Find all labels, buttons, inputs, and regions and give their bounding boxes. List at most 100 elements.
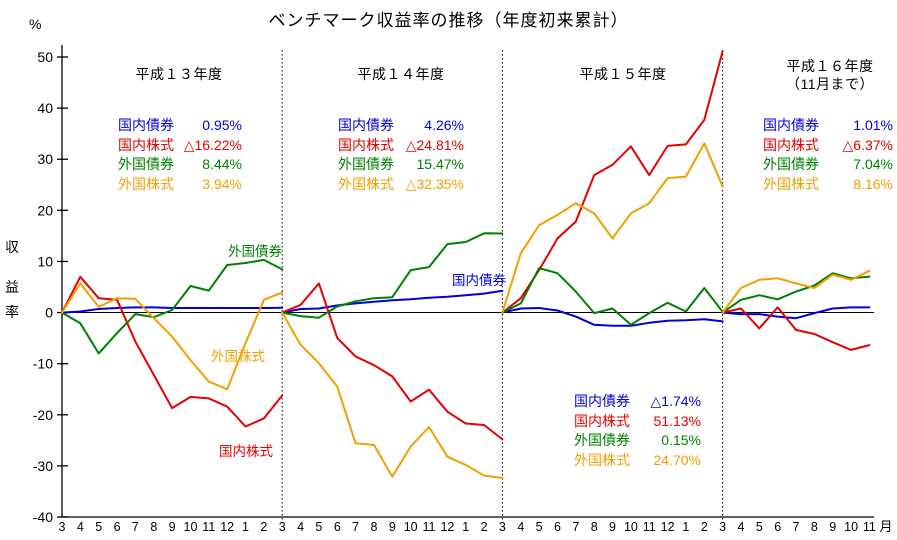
x-tick-label: 3: [499, 520, 506, 534]
y-tick-label: 50: [37, 49, 53, 65]
y-axis-label-char: 益: [5, 279, 19, 295]
x-tick-label: 5: [315, 520, 322, 534]
legend-value: 1.01%: [853, 117, 893, 133]
y-tick-label: -20: [33, 407, 53, 423]
x-tick-label: 7: [352, 520, 359, 534]
x-tick-label: 11: [202, 520, 215, 534]
line-foreign-bond-segment-0: [61, 258, 284, 355]
legend-label: 外国株式: [338, 175, 394, 192]
x-tick-label: 5: [756, 520, 763, 534]
legend-value: △24.81%: [405, 136, 464, 153]
x-tick-label: 10: [184, 520, 198, 534]
x-tick-label: 12: [440, 520, 454, 534]
x-tick-label: 4: [517, 520, 524, 534]
y-tick-label: 40: [37, 100, 53, 116]
legend-label: 国内債券: [763, 117, 819, 133]
legend-label: 外国株式: [574, 451, 630, 468]
legend-label: 国内株式: [338, 136, 394, 153]
x-tick-label: 6: [114, 520, 121, 534]
legend-row: 外国債券 0.15%: [574, 431, 701, 451]
legend-row: 外国株式 3.94%: [118, 175, 242, 195]
x-tick-label: 10: [844, 520, 858, 534]
x-tick-label: 4: [738, 520, 745, 534]
legend-row: 外国債券 15.47%: [338, 155, 464, 175]
legend-value: 24.70%: [653, 451, 701, 468]
y-tick-label: -10: [33, 356, 53, 372]
x-tick-label: 2: [260, 520, 267, 534]
legend-value: 51.13%: [653, 412, 701, 429]
x-tick-label: 3: [719, 520, 726, 534]
legend-label: 国内債券: [574, 393, 630, 409]
series-label-domestic-bond: 国内債券: [452, 273, 506, 288]
x-tick-label: 1: [682, 520, 689, 534]
line-domestic-stock-segment-1: [281, 282, 504, 441]
legend-value: 8.16%: [853, 175, 893, 192]
legend-value: 8.44%: [202, 156, 242, 172]
x-tick-label: 8: [150, 520, 157, 534]
x-tick-label: 3: [59, 520, 66, 534]
line-domestic-bond-segment-1: [281, 289, 504, 314]
legend-value: 0.95%: [202, 117, 242, 133]
x-axis-unit: 月: [879, 519, 892, 534]
x-tick-label: 12: [661, 520, 675, 534]
period-header-fy16: 平成１６年度: [786, 58, 874, 74]
legend-row: 外国株式 8.16%: [763, 175, 893, 195]
legend-fy16: 国内債券 1.01% 国内株式 △6.37% 外国債券 7.04% 外国株式 8.16%: [763, 116, 893, 194]
x-tick-label: 5: [95, 520, 102, 534]
legend-label: 国内債券: [118, 117, 174, 133]
legend-label: 外国債券: [118, 156, 174, 172]
legend-row: 国内債券 1.01%: [763, 116, 893, 136]
legend-row: 国内債券 4.26%: [338, 116, 464, 136]
x-tick-label: 9: [169, 520, 176, 534]
x-tick-label: 3: [279, 520, 286, 534]
x-tick-label: 8: [811, 520, 818, 534]
legend-value: 7.04%: [853, 156, 893, 172]
series-label-domestic-stock: 国内株式: [219, 444, 273, 459]
y-axis-label-char: 率: [5, 304, 19, 320]
period-header-fy15: 平成１５年度: [579, 66, 667, 82]
series-label-foreign-bond: 外国債券: [228, 244, 282, 259]
line-domestic-stock-segment-0: [61, 275, 284, 428]
y-tick-label: -30: [33, 458, 53, 474]
legend-label: 外国債券: [763, 156, 819, 172]
x-tick-label: 1: [242, 520, 249, 534]
x-tick-label: 6: [774, 520, 781, 534]
legend-label: 国内株式: [574, 412, 630, 429]
legend-label: 外国債券: [338, 156, 394, 172]
legend-row: 国内株式 51.13%: [574, 412, 701, 432]
x-tick-label: 7: [793, 520, 800, 534]
x-tick-label: 11: [423, 520, 436, 534]
x-tick-label: 9: [389, 520, 396, 534]
line-foreign-stock-segment-0: [61, 282, 284, 391]
legend-row: 外国債券 7.04%: [763, 155, 893, 175]
legend-row: 国内株式 △24.81%: [338, 136, 464, 156]
x-tick-label: 11: [863, 520, 876, 534]
x-tick-label: 12: [220, 520, 234, 534]
y-tick-label: 30: [37, 151, 53, 167]
x-tick-label: 4: [297, 520, 304, 534]
legend-row: 外国債券 8.44%: [118, 155, 242, 175]
y-tick-label: 20: [37, 202, 53, 218]
legend-value: △32.35%: [405, 175, 464, 192]
x-tick-label: 8: [371, 520, 378, 534]
line-foreign-bond-segment-1: [281, 232, 504, 319]
x-tick-label: 10: [624, 520, 638, 534]
legend-row: 外国株式 △32.35%: [338, 175, 464, 195]
line-foreign-bond-segment-3: [721, 272, 871, 314]
period-header-fy14: 平成１４年度: [357, 66, 445, 82]
legend-label: 国内株式: [118, 136, 174, 153]
x-tick-label: 2: [481, 520, 488, 534]
y-axis-label-char: 収: [5, 239, 19, 255]
legend-row: 外国株式 24.70%: [574, 451, 701, 471]
y-tick-label: 0: [45, 305, 53, 321]
chart-title: ベンチマーク収益率の推移（年度初来累計）: [268, 11, 629, 30]
legend-value: 3.94%: [202, 175, 242, 192]
line-foreign-stock-segment-3: [721, 269, 871, 314]
series-label-foreign-stock: 外国株式: [211, 349, 265, 364]
line-foreign-bond-segment-2: [501, 267, 724, 326]
x-tick-label: 10: [404, 520, 418, 534]
line-domestic-bond-segment-0: [61, 306, 284, 314]
period-header-fy13: 平成１３年度: [135, 66, 223, 82]
